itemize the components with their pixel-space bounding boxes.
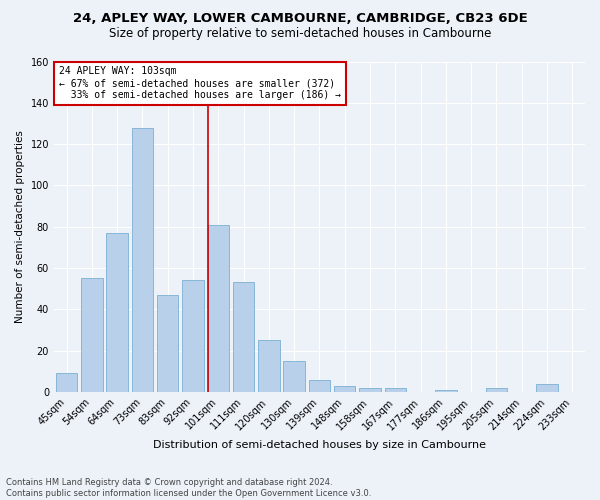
Bar bbox=[131, 128, 153, 392]
Bar bbox=[283, 361, 305, 392]
Bar bbox=[435, 390, 457, 392]
Bar bbox=[309, 380, 330, 392]
Bar bbox=[258, 340, 280, 392]
Bar bbox=[208, 224, 229, 392]
Bar bbox=[486, 388, 507, 392]
Text: Contains HM Land Registry data © Crown copyright and database right 2024.
Contai: Contains HM Land Registry data © Crown c… bbox=[6, 478, 371, 498]
Text: 24 APLEY WAY: 103sqm
← 67% of semi-detached houses are smaller (372)
  33% of se: 24 APLEY WAY: 103sqm ← 67% of semi-detac… bbox=[59, 66, 341, 100]
Text: 24, APLEY WAY, LOWER CAMBOURNE, CAMBRIDGE, CB23 6DE: 24, APLEY WAY, LOWER CAMBOURNE, CAMBRIDG… bbox=[73, 12, 527, 26]
X-axis label: Distribution of semi-detached houses by size in Cambourne: Distribution of semi-detached houses by … bbox=[153, 440, 486, 450]
Bar bbox=[359, 388, 381, 392]
Bar bbox=[233, 282, 254, 392]
Bar bbox=[56, 374, 77, 392]
Bar bbox=[385, 388, 406, 392]
Bar bbox=[157, 295, 178, 392]
Bar bbox=[536, 384, 558, 392]
Bar bbox=[182, 280, 204, 392]
Bar bbox=[81, 278, 103, 392]
Text: Size of property relative to semi-detached houses in Cambourne: Size of property relative to semi-detach… bbox=[109, 28, 491, 40]
Bar bbox=[106, 233, 128, 392]
Bar bbox=[334, 386, 355, 392]
Y-axis label: Number of semi-detached properties: Number of semi-detached properties bbox=[15, 130, 25, 323]
